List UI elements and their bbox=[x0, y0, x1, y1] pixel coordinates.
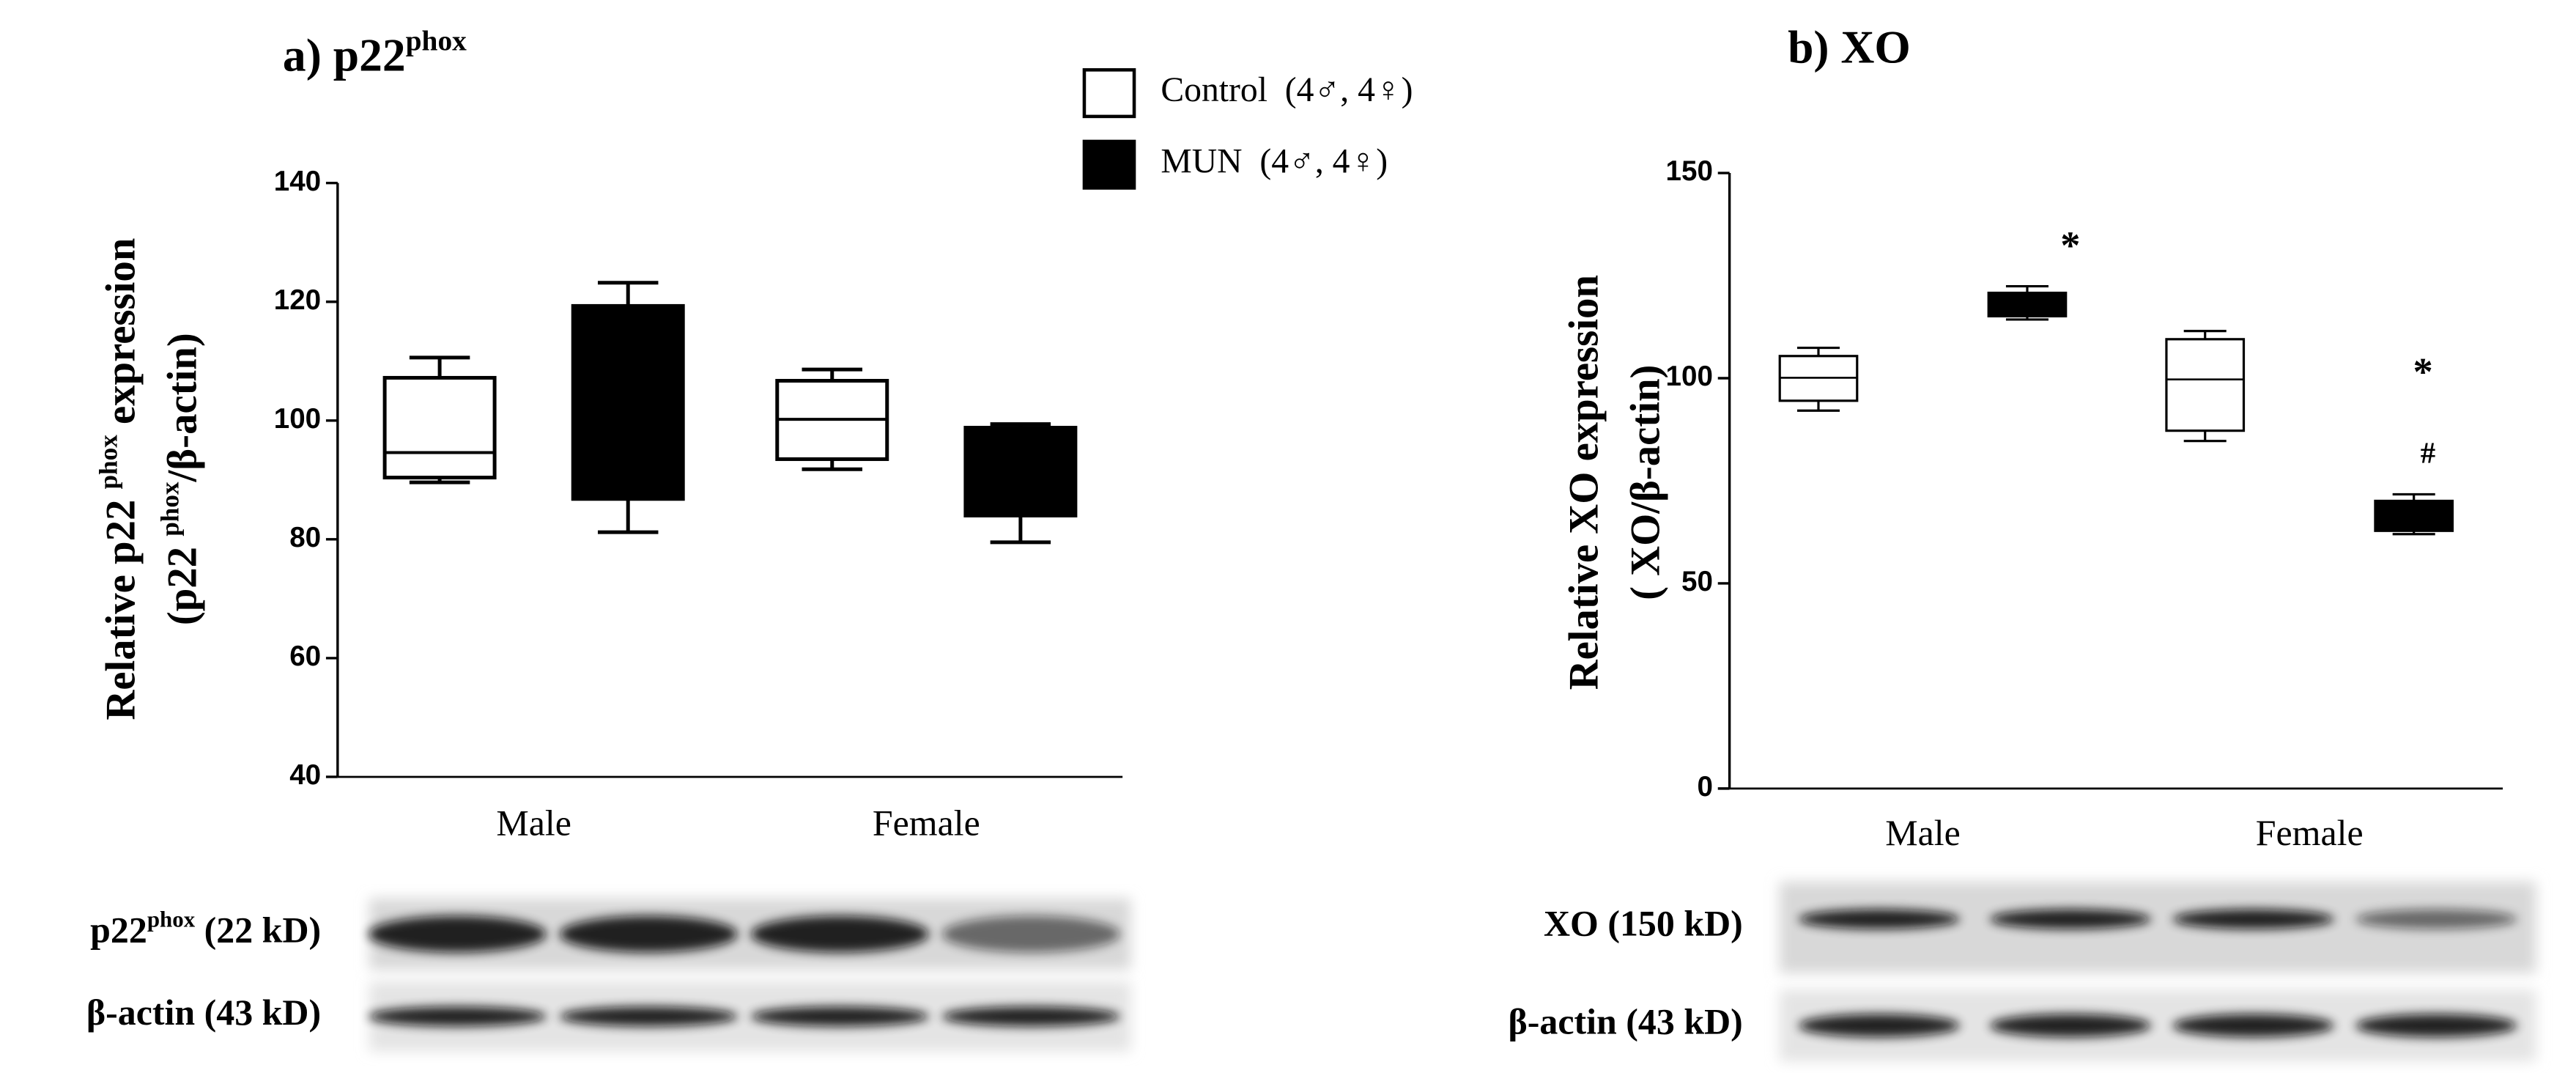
y-tick-label: 140 bbox=[274, 166, 321, 197]
y-axis-label-part: (p22 bbox=[159, 536, 205, 625]
y-axis-label-part: phox bbox=[155, 482, 184, 536]
blot-band bbox=[1798, 909, 1960, 929]
y-axis-label-part: Relative p22 bbox=[97, 489, 144, 720]
y-tick-label: 0 bbox=[1697, 771, 1712, 803]
y-axis-label: Relative XO expression bbox=[1561, 275, 1607, 690]
blot-band bbox=[750, 1006, 929, 1027]
y-axis-label: (p22 phox/β-actin) bbox=[155, 333, 205, 625]
y-tick-label: 150 bbox=[1666, 155, 1713, 187]
box bbox=[2374, 499, 2454, 532]
y-axis-label-part: ( XO/β-actin) bbox=[1623, 365, 1669, 600]
blot-label: XO (150 kD) bbox=[1544, 904, 1743, 944]
x-tick-label: Male bbox=[1885, 813, 1961, 853]
legend-swatch bbox=[1082, 68, 1136, 119]
legend-label: Control (4♂, 4♀) bbox=[1161, 71, 1413, 109]
blot-label: β-actin (43 kD) bbox=[86, 992, 321, 1033]
blot-label: p22phox (22 kD) bbox=[90, 906, 321, 951]
annotation: * bbox=[2413, 349, 2432, 394]
box bbox=[571, 303, 685, 501]
blot-band bbox=[750, 915, 929, 953]
blot-band bbox=[2172, 909, 2334, 929]
blot-band bbox=[941, 915, 1120, 953]
blot-band bbox=[941, 1006, 1120, 1027]
y-tick-label: 100 bbox=[1666, 361, 1713, 392]
blot-band bbox=[1989, 1014, 2152, 1038]
y-axis-label-part: phox bbox=[94, 435, 122, 490]
x-tick-label: Female bbox=[873, 803, 980, 844]
blot-label: β-actin (43 kD) bbox=[1509, 1002, 1743, 1042]
annotation: # bbox=[2421, 436, 2435, 469]
x-tick-label: Male bbox=[496, 803, 571, 844]
legend-swatch bbox=[1082, 139, 1136, 190]
blot-band bbox=[368, 915, 547, 953]
box bbox=[382, 375, 497, 480]
annotation: * bbox=[2060, 223, 2080, 268]
chart-title: a) p22phox bbox=[283, 25, 467, 81]
y-axis-label: ( XO/β-actin) bbox=[1623, 365, 1669, 600]
blot-band bbox=[1798, 1014, 1960, 1038]
chart-title-part: b) XO bbox=[1788, 21, 1911, 73]
blot-band bbox=[1989, 909, 2152, 929]
blot-label-part: p22 bbox=[90, 910, 147, 951]
blot-band bbox=[2172, 1014, 2334, 1038]
blot-band bbox=[2355, 1014, 2517, 1038]
blot-label-part: β-actin (43 kD) bbox=[1509, 1002, 1743, 1042]
blot-band bbox=[368, 1006, 547, 1027]
y-tick-label: 80 bbox=[289, 522, 321, 553]
legend-label: MUN (4♂, 4♀) bbox=[1161, 143, 1388, 181]
blot-label-part: β-actin (43 kD) bbox=[86, 992, 321, 1033]
x-tick-label: Female bbox=[2256, 813, 2364, 853]
blot-band bbox=[2355, 909, 2517, 929]
blot-label-part: phox bbox=[147, 906, 196, 932]
chart-title-part: phox bbox=[406, 25, 467, 57]
y-axis-label: Relative p22 phox expression bbox=[94, 238, 144, 720]
blot-label-part: XO (150 kD) bbox=[1544, 904, 1743, 944]
blot-label-part: (22 kD) bbox=[195, 910, 321, 951]
y-axis-label-part: expression bbox=[97, 238, 144, 435]
box bbox=[2165, 338, 2246, 432]
y-axis-label-part: /β-actin) bbox=[159, 333, 205, 482]
blot-band bbox=[559, 1006, 738, 1027]
y-tick-label: 40 bbox=[289, 759, 321, 791]
chart-title-part: a) p22 bbox=[283, 29, 406, 81]
y-axis-label-part: Relative XO expression bbox=[1561, 275, 1607, 690]
y-tick-label: 120 bbox=[274, 284, 321, 316]
blot-band bbox=[559, 915, 738, 953]
box bbox=[963, 426, 1078, 517]
y-tick-label: 100 bbox=[274, 403, 321, 435]
y-tick-label: 60 bbox=[289, 641, 321, 672]
chart-title: b) XO bbox=[1788, 21, 1911, 73]
y-tick-label: 50 bbox=[1681, 566, 1713, 597]
